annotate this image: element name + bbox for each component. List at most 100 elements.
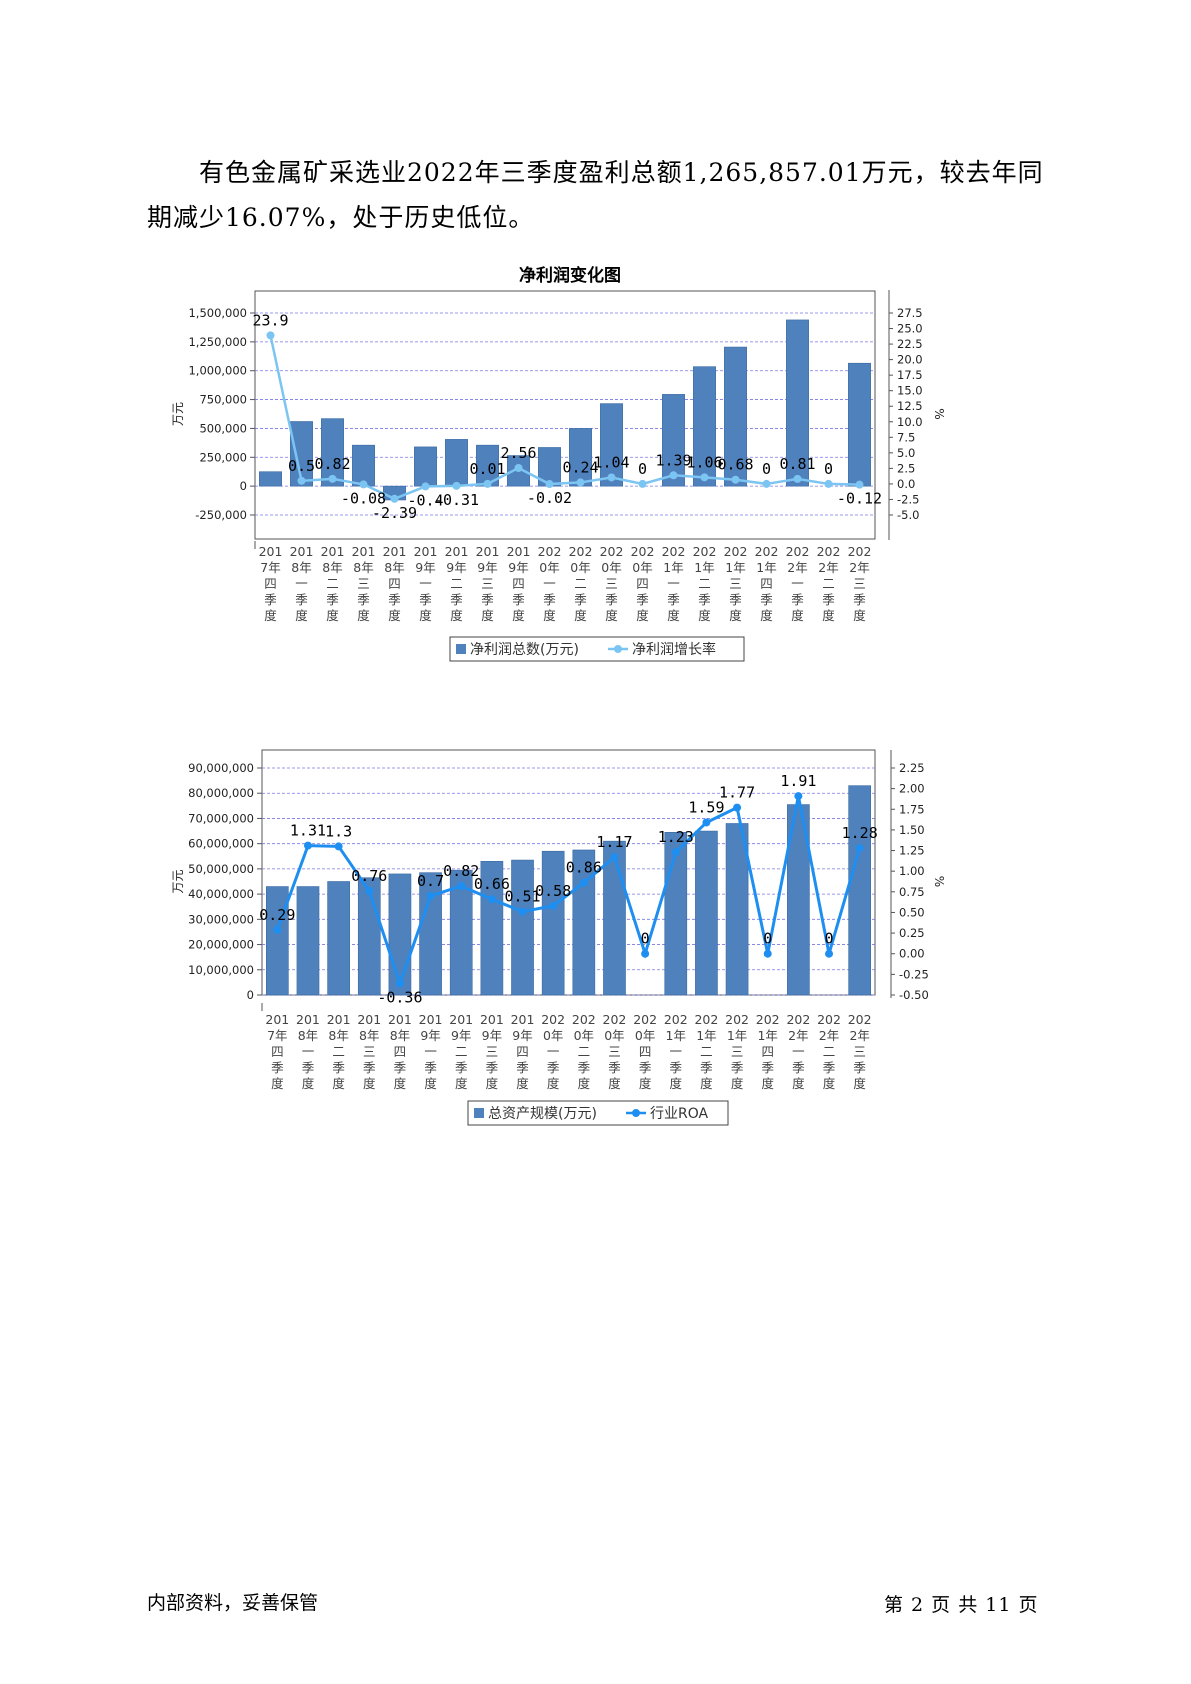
line-point	[457, 882, 466, 891]
line-point	[518, 907, 527, 916]
x-tick-label: 季	[512, 592, 525, 607]
x-tick-label: 季	[761, 1060, 774, 1075]
data-label: -0.08	[341, 489, 386, 507]
bar	[603, 840, 626, 996]
bar	[259, 471, 282, 487]
x-tick-label: 202	[662, 544, 686, 559]
line-point	[483, 479, 492, 488]
bar	[786, 319, 809, 487]
line-point	[549, 901, 558, 910]
data-label: -0.4	[407, 491, 443, 509]
x-tick-label: 度	[731, 1076, 744, 1091]
x-tick-label: 季	[670, 1060, 683, 1075]
x-tick-label: 季	[486, 1060, 499, 1075]
x-tick-label: 202	[694, 1012, 718, 1027]
x-tick-label: 度	[357, 608, 370, 623]
y2-tick-label: -0.25	[899, 967, 929, 981]
data-label: 0.01	[469, 460, 505, 478]
x-tick-label: 202	[569, 544, 593, 559]
x-tick-label: 0年	[539, 560, 559, 575]
x-tick-label: 季	[295, 592, 308, 607]
x-tick-label: 9年	[512, 1028, 532, 1043]
data-label: 0.76	[351, 867, 387, 885]
x-tick-label: 一	[419, 576, 432, 591]
line-point	[395, 979, 404, 988]
chart-title: 净利润变化图	[519, 265, 621, 286]
y2-tick-label: 15.0	[897, 384, 923, 398]
y2-tick-label: 7.5	[897, 430, 915, 444]
data-label: 1.28	[842, 824, 878, 842]
line-point	[702, 818, 711, 827]
x-tick-label: 度	[481, 608, 494, 623]
x-tick-label: 1年	[663, 560, 683, 575]
x-tick-label: 二	[700, 1044, 713, 1059]
line-point	[390, 494, 399, 503]
data-label: 1.3	[325, 822, 352, 840]
x-tick-label: 二	[822, 576, 835, 591]
line-point	[731, 475, 740, 484]
x-tick-label: 季	[578, 1060, 591, 1075]
x-tick-label: 季	[326, 592, 339, 607]
data-label: -0.36	[377, 988, 422, 1006]
x-tick-label: 度	[636, 608, 649, 623]
y2-tick-label: 27.5	[897, 306, 923, 320]
x-tick-label: 二	[450, 576, 463, 591]
x-tick-label: 二	[332, 1044, 345, 1059]
x-tick-label: 一	[547, 1044, 560, 1059]
x-tick-label: 1年	[694, 560, 714, 575]
x-tick-label: 季	[363, 1060, 376, 1075]
x-tick-label: 2年	[787, 560, 807, 575]
x-tick-label: 度	[388, 608, 401, 623]
x-tick-label: 2年	[819, 1028, 839, 1043]
x-tick-label: 201	[449, 1012, 473, 1027]
bar	[541, 850, 565, 996]
x-tick-label: 201	[388, 1012, 412, 1027]
legend-bar-swatch	[474, 1108, 484, 1118]
y-tick-label: 250,000	[199, 450, 247, 464]
y2-tick-label: 1.75	[899, 802, 925, 816]
x-tick-label: 9年	[446, 560, 466, 575]
line-point	[793, 474, 802, 483]
x-tick-label: 季	[424, 1060, 437, 1075]
x-tick-label: 1年	[666, 1028, 686, 1043]
x-tick-label: 度	[670, 1076, 683, 1091]
x-tick-label: 季	[394, 1060, 407, 1075]
line-point	[576, 478, 585, 487]
x-tick-label: 0年	[543, 1028, 563, 1043]
x-tick-label: 202	[755, 544, 779, 559]
bar	[419, 872, 442, 996]
x-tick-label: 202	[633, 1012, 657, 1027]
data-label: 0.29	[259, 906, 295, 924]
x-tick-label: 季	[271, 1060, 284, 1075]
x-tick-label: 8年	[384, 560, 404, 575]
line-point	[610, 853, 619, 862]
line-point	[297, 476, 306, 485]
x-tick-label: 一	[667, 576, 680, 591]
y2-tick-label: 1.00	[899, 864, 925, 878]
x-tick-label: 一	[543, 576, 556, 591]
x-tick-label: 202	[786, 544, 810, 559]
bar	[445, 439, 468, 487]
bar	[787, 804, 810, 996]
intro-paragraph: 有色金属矿采选业2022年三季度盈利总额1,265,857.01万元，较去年同期…	[147, 158, 1044, 232]
y2-tick-label: 2.00	[899, 782, 925, 796]
y2-tick-label: 1.50	[899, 823, 925, 837]
y2-tick-label: -0.50	[899, 988, 929, 1002]
series-line	[275, 795, 862, 989]
x-tick-label: 度	[363, 1076, 376, 1091]
y-tick-label: 70,000,000	[188, 811, 254, 825]
x-tick-label: 0年	[574, 1028, 594, 1043]
line-point	[359, 480, 368, 489]
data-label: 1.23	[658, 828, 694, 846]
legend-line-label: 净利润增长率	[632, 641, 716, 658]
y-axis-title: 万元	[171, 869, 185, 893]
data-label: 1.39	[655, 451, 691, 469]
x-tick-label: 度	[516, 1076, 529, 1091]
x-tick-label: 202	[600, 544, 624, 559]
x-tick-label: 季	[481, 592, 494, 607]
x-tick-label: 季	[605, 592, 618, 607]
x-tick-label: 202	[538, 544, 562, 559]
x-tick-label: 一	[295, 576, 308, 591]
line-point	[545, 480, 554, 489]
x-tick-label: 度	[295, 608, 308, 623]
